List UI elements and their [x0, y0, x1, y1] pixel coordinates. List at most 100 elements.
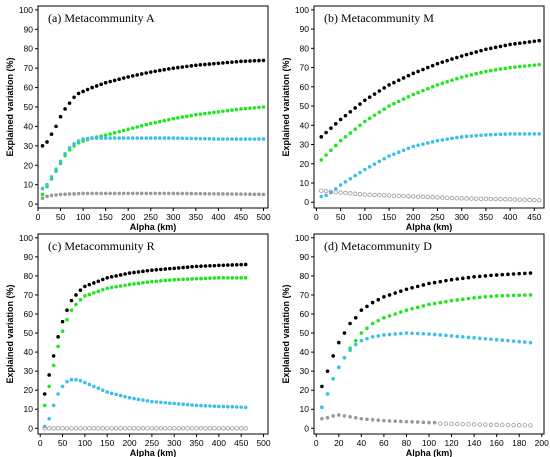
data-point: [528, 423, 533, 428]
data-point: [401, 148, 406, 153]
data-point: [415, 284, 420, 289]
data-point: [372, 92, 377, 96]
data-point: [113, 426, 119, 431]
data-point: [216, 61, 221, 66]
data-point: [121, 76, 126, 80]
data-point: [94, 84, 99, 88]
data-point: [466, 422, 471, 427]
data-point: [203, 276, 208, 281]
data-point: [56, 392, 60, 396]
data-point: [484, 47, 488, 52]
data-point: [190, 277, 194, 281]
data-point: [440, 195, 445, 200]
data-point: [105, 286, 110, 291]
y-tick-label: 60: [24, 309, 34, 319]
data-point: [149, 426, 155, 431]
data-point: [387, 83, 391, 87]
data-point: [96, 289, 101, 294]
data-point: [512, 197, 518, 202]
data-point: [432, 420, 437, 425]
data-point: [393, 332, 397, 336]
data-point: [503, 43, 508, 48]
data-point: [343, 135, 348, 139]
data-point: [444, 195, 450, 200]
data-point: [67, 101, 72, 105]
data-point: [130, 74, 135, 78]
data-point: [135, 73, 140, 77]
data-point: [60, 384, 65, 389]
data-point: [103, 191, 108, 196]
data-point: [493, 45, 498, 50]
data-point: [154, 279, 159, 284]
data-point: [382, 333, 386, 337]
data-point: [324, 153, 328, 157]
y-tick-label: 30: [24, 141, 34, 151]
data-point: [459, 54, 464, 58]
data-point: [203, 62, 207, 67]
data-point: [377, 192, 382, 198]
data-point: [180, 136, 185, 141]
data-point: [377, 89, 382, 93]
series-black: [319, 38, 541, 139]
data-point: [54, 167, 58, 171]
data-point: [123, 394, 127, 399]
data-point: [338, 138, 343, 143]
y-tick-label: 50: [24, 102, 34, 112]
data-point: [411, 92, 416, 97]
x-tick-label: 400: [212, 438, 226, 448]
data-point: [261, 192, 266, 197]
x-tick-label: 350: [189, 212, 203, 222]
data-point: [472, 336, 476, 340]
data-point: [370, 417, 375, 422]
data-point: [353, 338, 358, 343]
series-green: [319, 62, 541, 162]
data-point: [153, 120, 158, 125]
data-point: [415, 194, 421, 199]
data-point: [63, 192, 67, 197]
data-point: [153, 136, 158, 140]
data-point: [517, 132, 522, 136]
data-point: [226, 276, 230, 280]
data-point: [238, 426, 244, 431]
data-point: [112, 191, 117, 196]
data-point: [153, 69, 158, 74]
data-point: [435, 83, 440, 87]
data-point: [194, 63, 198, 68]
series-black: [320, 271, 533, 389]
y-tick-label: 0: [28, 199, 33, 209]
data-point: [46, 426, 52, 431]
data-point: [500, 272, 505, 277]
data-point: [450, 78, 454, 83]
data-point: [60, 329, 65, 333]
data-point: [319, 158, 324, 162]
data-point: [511, 339, 516, 343]
data-point: [532, 197, 537, 203]
data-point: [455, 298, 459, 302]
y-tick-label: 20: [300, 385, 310, 395]
data-point: [493, 68, 498, 72]
data-point: [67, 145, 72, 150]
data-point: [363, 98, 367, 103]
data-point: [207, 426, 213, 431]
data-point: [109, 391, 114, 396]
data-point: [427, 420, 431, 425]
data-point: [87, 382, 92, 387]
data-point: [208, 404, 212, 408]
data-point: [100, 288, 105, 292]
data-point: [221, 404, 226, 409]
data-point: [114, 274, 118, 278]
data-point: [415, 331, 420, 336]
data-point: [239, 405, 243, 409]
data-point: [494, 337, 499, 342]
data-point: [363, 167, 367, 172]
data-point: [469, 73, 474, 77]
data-point: [127, 396, 132, 400]
data-point: [198, 112, 203, 116]
data-point: [261, 105, 266, 109]
data-point: [370, 300, 375, 305]
data-point: [432, 301, 437, 306]
data-point: [135, 136, 140, 140]
data-point: [225, 426, 231, 431]
data-point: [478, 196, 484, 201]
data-point: [132, 270, 136, 275]
